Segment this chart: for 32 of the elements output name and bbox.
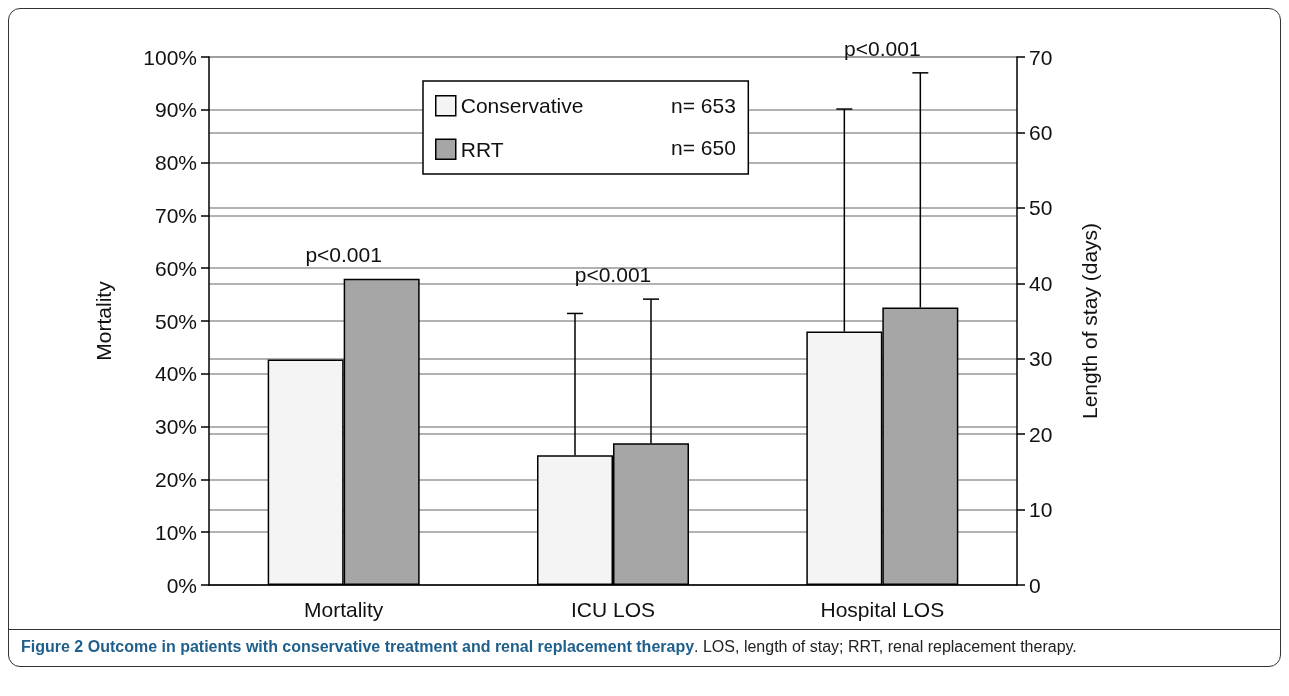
y-tick-label: 30%	[154, 415, 197, 439]
y2-tick-label: 60	[1029, 120, 1053, 144]
annotation: n= 650	[671, 136, 736, 159]
y2-tick-label: 30	[1029, 347, 1053, 371]
y2-tick-label: 0	[1029, 573, 1041, 597]
y-tick-label: 20%	[154, 467, 197, 491]
y2-tick-label: 50	[1029, 196, 1053, 220]
legend-label: RRT	[460, 137, 504, 161]
x-tick-label: ICU LOS	[570, 598, 656, 621]
legend-label: Conservative	[460, 94, 584, 118]
annotation: p<0.001	[844, 36, 921, 60]
y-axis-title: Mortality	[92, 280, 115, 361]
caption: Figure 2 Outcome in patients with conservative treatment and renal replacement therapy. LOS, length of stay; RRT, renal replacement therapy.	[9, 629, 1280, 666]
x-tick-label: Hospital LOS	[820, 598, 945, 621]
y-tick-label: 10%	[154, 520, 197, 544]
annotation: p<0.001	[305, 242, 382, 266]
y2-axis-title: Length of stay (days)	[1078, 222, 1101, 420]
y-tick-label: 0%	[166, 573, 197, 597]
y-tick-label: 60%	[154, 256, 197, 280]
x-tick-label: Mortality	[303, 598, 384, 621]
y-tick-label: 90%	[154, 98, 197, 122]
y2-tick-label: 70	[1029, 45, 1053, 69]
annotation: n= 653	[671, 94, 736, 117]
y-tick-label: 50%	[154, 309, 197, 333]
annotation: p<0.001	[574, 263, 652, 287]
y2-tick-label: 20	[1029, 422, 1053, 446]
y2-tick-label: 40	[1029, 271, 1053, 295]
y-tick-label: 100%	[143, 45, 197, 69]
y2-tick-label: 10	[1029, 498, 1053, 522]
y-tick-label: 80%	[154, 151, 197, 175]
y-tick-label: 40%	[154, 362, 197, 386]
y-tick-label: 70%	[154, 203, 197, 227]
